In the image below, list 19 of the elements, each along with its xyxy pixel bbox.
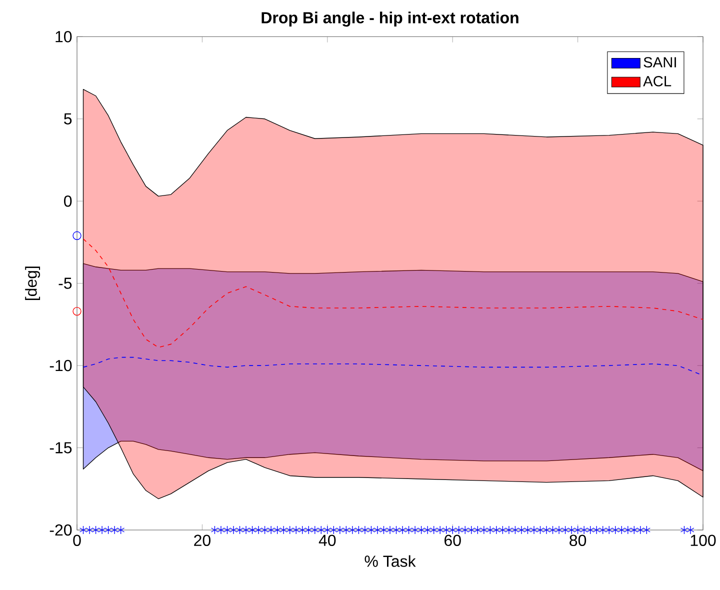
x-tick-label: 20: [194, 534, 210, 546]
x-tick-label: 40: [318, 534, 336, 546]
x-tick-label: 60: [444, 534, 461, 546]
y-tick-label: 5: [64, 113, 72, 124]
y-tick-label: 10: [56, 31, 72, 42]
y-tick-label: -5: [58, 278, 72, 289]
legend-label: SANI: [644, 57, 676, 68]
y-tick-label: -10: [50, 360, 72, 372]
y-tick-label: 0: [64, 195, 72, 207]
y-tick-label: -15: [50, 442, 72, 454]
x-axis-title: % Task: [364, 555, 416, 567]
legend-label: ACL: [643, 76, 672, 86]
line-series: [82, 238, 704, 348]
y-tick-label: -20: [50, 524, 72, 536]
y-axis-title: [deg]: [25, 266, 40, 300]
x-tick-label: 0: [73, 534, 81, 546]
x-tick-label: 100: [690, 534, 716, 546]
x-tick-label: 80: [570, 534, 586, 546]
chart-title: Drop Bi angle - hip int-ext rotation: [262, 12, 518, 27]
